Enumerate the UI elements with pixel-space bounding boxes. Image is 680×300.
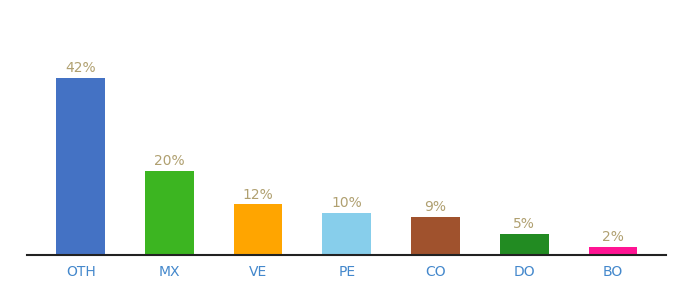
Bar (56, 78, 105, 255)
Text: 42%: 42% (65, 61, 96, 75)
Text: 10%: 10% (331, 196, 362, 210)
Bar (145, 171, 194, 255)
Bar (589, 247, 637, 255)
Bar (411, 217, 460, 255)
Text: 5%: 5% (513, 217, 535, 231)
Text: 9%: 9% (424, 200, 447, 214)
Text: 2%: 2% (602, 230, 624, 244)
Bar (500, 234, 549, 255)
Bar (322, 213, 371, 255)
Text: 12%: 12% (243, 188, 273, 202)
Bar (234, 205, 282, 255)
Text: 20%: 20% (154, 154, 185, 168)
